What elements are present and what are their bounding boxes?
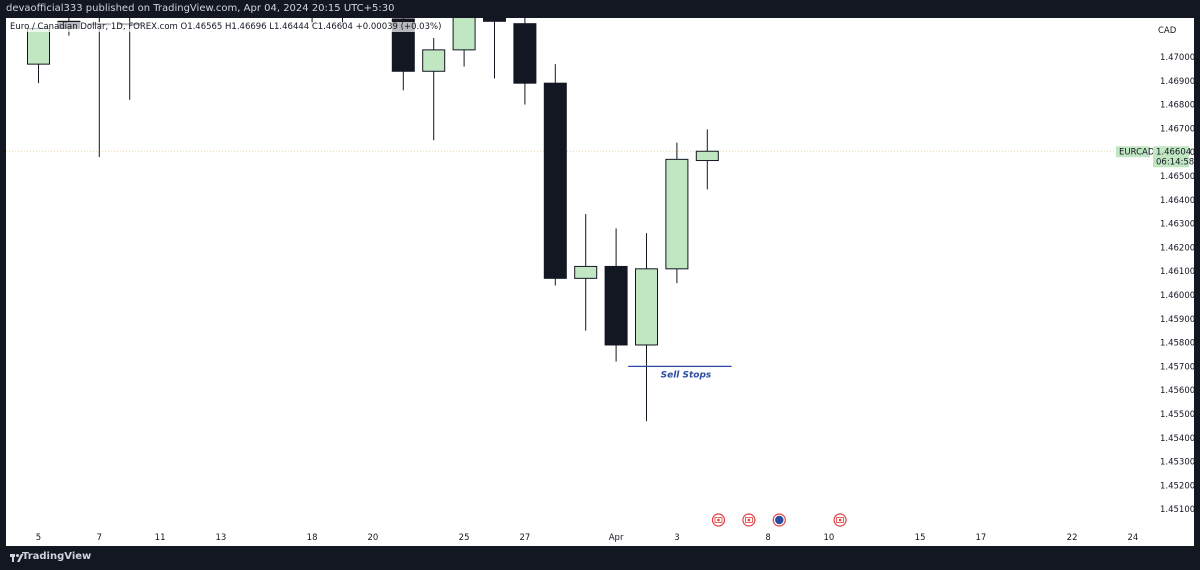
price-tick-label: 1.46100	[1160, 267, 1195, 277]
tradingview-brand: TradingView	[22, 551, 92, 562]
ticker-tag-label: EURCAD	[1119, 148, 1155, 158]
footer-bar: TradingView	[0, 546, 1200, 570]
price-tick-label: 1.46200	[1160, 243, 1195, 253]
candle[interactable]	[452, 2, 476, 67]
candle-body-up	[422, 49, 446, 72]
price-tick-label: 1.46800	[1160, 101, 1195, 111]
candle-body-down	[604, 265, 628, 346]
candle-body-up	[635, 268, 658, 346]
candle-body-up	[452, 18, 476, 51]
candle-body-up	[27, 27, 50, 65]
chart-pane[interactable]	[6, 18, 1194, 546]
time-tick-label: 8	[765, 533, 770, 543]
price-tick-label: 1.46400	[1160, 196, 1195, 206]
time-axis: 5 7 11 13 18 20 25 27 Apr 3 8 10 15 17 22 24	[36, 533, 1139, 543]
candle-body-up	[574, 265, 598, 279]
time-tick-label: 7	[97, 533, 102, 543]
time-tick-label: 5	[36, 533, 41, 543]
price-tick-label: 1.46300	[1160, 220, 1195, 230]
price-tick-label: 1.46700	[1160, 124, 1195, 134]
annotations-layer: Sell Stops	[628, 365, 732, 380]
candles-layer	[27, 0, 719, 422]
time-tick-label: 22	[1067, 533, 1078, 543]
time-tick-label: 25	[459, 533, 470, 543]
price-tick-label: 1.45500	[1160, 410, 1195, 420]
candle[interactable]	[665, 142, 689, 284]
last-price-value: 1.46604	[1156, 148, 1191, 158]
published-by-text: devaofficial333 published on TradingView…	[6, 3, 395, 14]
price-tick-label: 1.45700	[1160, 362, 1195, 372]
price-tick-label: 1.45600	[1160, 386, 1195, 396]
time-tick-label: 20	[367, 533, 378, 543]
tradingview-logo-icon	[10, 554, 24, 562]
price-tick-label: 1.46500	[1160, 172, 1195, 182]
candle[interactable]	[635, 233, 658, 422]
price-tag-bg	[1153, 146, 1189, 168]
symbol-ohlc-legend: Euro / Canadian Dollar, 1D, FOREX.com O1…	[10, 22, 442, 32]
time-tick-label: 11	[155, 533, 166, 543]
currency-label: CAD	[1158, 26, 1177, 36]
time-tick-label: Apr	[609, 533, 624, 543]
price-tick-label: 1.45100	[1160, 505, 1195, 515]
eu-event-icon[interactable]	[772, 513, 786, 527]
price-tick-label: 1.47000	[1160, 53, 1195, 63]
candle[interactable]	[483, 2, 506, 79]
candle-body-up	[332, 7, 354, 17]
price-tick-label: 1.45200	[1160, 481, 1195, 491]
candle-body-down	[543, 82, 567, 279]
bar-countdown: 06:14:58	[1156, 158, 1194, 168]
time-tick-label: 27	[519, 533, 530, 543]
time-tick-label: 24	[1127, 533, 1138, 543]
candle[interactable]	[543, 64, 567, 286]
ca-event-icon[interactable]	[833, 513, 847, 527]
events-layer	[711, 513, 847, 527]
price-tick-label: 1.46000	[1160, 291, 1195, 301]
sell-stops-label: Sell Stops	[661, 370, 712, 380]
time-tick-label: 10	[823, 533, 834, 543]
candle[interactable]	[301, 2, 323, 24]
price-tick-label: 1.45400	[1160, 434, 1195, 444]
candle-body-down	[513, 23, 537, 84]
price-axis: CAD1.470001.469001.468001.467001.466001.…	[1116, 26, 1195, 515]
candle[interactable]	[695, 129, 719, 190]
ca-event-icon[interactable]	[742, 513, 756, 527]
time-tick-label: 3	[674, 533, 679, 543]
ca-event-icon[interactable]	[711, 513, 726, 527]
candle[interactable]	[422, 37, 446, 141]
candle-body-up	[665, 158, 689, 270]
time-tick-label: 15	[915, 533, 926, 543]
candle[interactable]	[87, 14, 111, 157]
time-tick-label: 17	[975, 533, 986, 543]
price-tick-label: 1.45900	[1160, 315, 1195, 325]
price-tick-label: 1.46900	[1160, 77, 1195, 87]
candle-body-down	[301, 7, 323, 14]
ticker-tag-bg	[1116, 146, 1150, 158]
candle[interactable]	[27, 27, 50, 84]
candle[interactable]	[391, 14, 415, 91]
candle[interactable]	[604, 228, 628, 362]
price-tick-label: 1.45300	[1160, 458, 1195, 468]
price-tick-label: 1.45800	[1160, 339, 1195, 349]
candle[interactable]	[513, 14, 537, 105]
publish-bar: devaofficial333 published on TradingView…	[0, 0, 1200, 18]
time-tick-label: 18	[307, 533, 318, 543]
time-tick-label: 13	[215, 533, 226, 543]
candle[interactable]	[332, 0, 354, 27]
candle-body-down	[483, 18, 506, 22]
candle[interactable]	[574, 214, 598, 331]
candle-body-up	[695, 150, 719, 162]
candle-body-down	[391, 18, 415, 72]
